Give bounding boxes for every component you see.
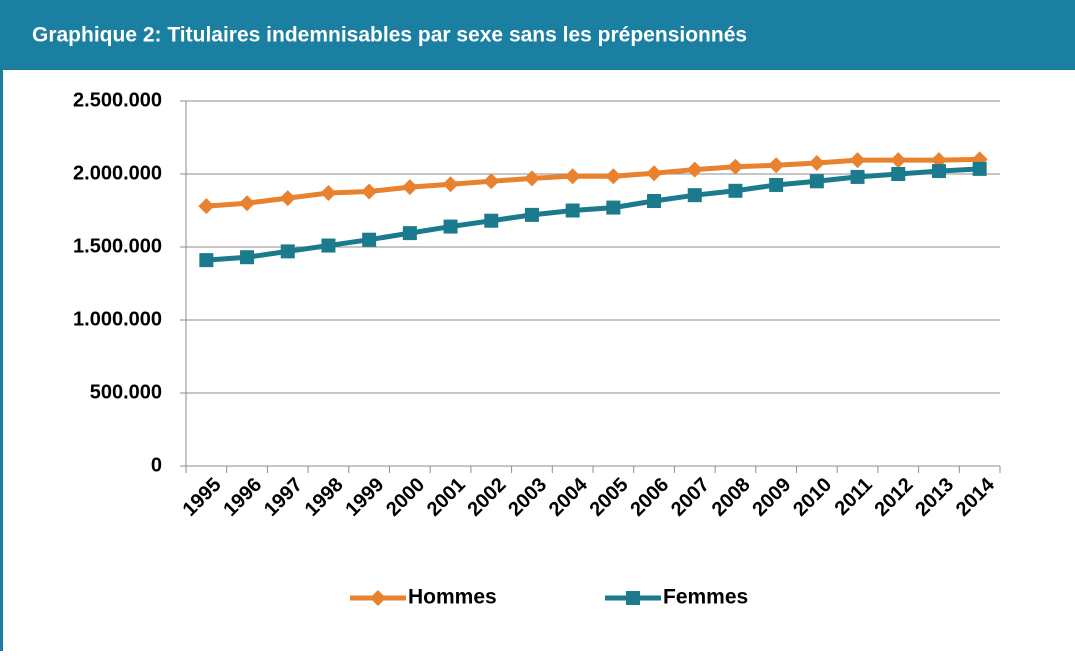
x-tick-label: 1998 — [301, 474, 348, 521]
data-point — [198, 198, 215, 215]
x-tick-label: 2003 — [504, 474, 551, 521]
x-tick-label: 2005 — [586, 474, 633, 521]
legend-label: Femmes — [663, 586, 748, 609]
x-tick-label: 2002 — [463, 474, 510, 521]
y-tick-label: 500.000 — [90, 381, 162, 403]
data-point — [280, 244, 295, 259]
data-point — [524, 207, 539, 222]
data-point — [484, 213, 499, 228]
data-point — [239, 195, 256, 212]
data-point — [279, 190, 296, 207]
x-tick-label: 2004 — [545, 473, 593, 521]
data-point — [362, 232, 377, 247]
x-tick-label: 2006 — [626, 474, 673, 521]
data-point — [769, 177, 784, 192]
data-point — [687, 188, 702, 203]
y-tick-label: 2.500.000 — [73, 89, 162, 111]
data-point — [890, 152, 907, 169]
data-point — [321, 238, 336, 253]
legend-marker — [370, 590, 386, 606]
y-tick-label: 0 — [151, 454, 162, 476]
left-border — [0, 70, 3, 651]
data-point — [646, 165, 663, 182]
data-point — [849, 152, 866, 169]
data-point — [443, 219, 458, 234]
data-point — [972, 161, 987, 176]
data-point — [728, 183, 743, 198]
x-tick-label: 2009 — [748, 474, 795, 521]
data-point — [850, 169, 865, 184]
data-point — [523, 170, 540, 187]
x-tick-label: 2012 — [870, 474, 917, 521]
data-point — [483, 173, 500, 190]
data-point — [686, 161, 703, 178]
data-point — [564, 168, 581, 185]
data-point — [240, 250, 255, 265]
data-point — [809, 174, 824, 189]
data-point — [727, 158, 744, 175]
y-tick-label: 1.500.000 — [73, 235, 162, 257]
header-bar — [0, 0, 1075, 70]
x-tick-label: 2001 — [423, 474, 470, 521]
x-tick-label: 2011 — [831, 474, 877, 520]
x-tick-label: 2008 — [708, 474, 755, 521]
data-point — [199, 253, 214, 268]
x-tick-label: 2013 — [911, 474, 958, 521]
data-point — [320, 184, 337, 201]
data-point — [768, 157, 785, 174]
x-tick-label: 2010 — [789, 474, 836, 521]
data-point — [931, 164, 946, 179]
data-point — [401, 179, 418, 196]
data-point — [605, 168, 622, 185]
data-point — [647, 194, 662, 209]
chart-title: Graphique 2: Titulaires indemnisables pa… — [32, 24, 747, 47]
data-point — [361, 183, 378, 200]
y-tick-label: 2.000.000 — [73, 162, 162, 184]
x-tick-label: 2000 — [382, 474, 429, 521]
x-tick-label: 1995 — [179, 474, 226, 521]
legend-marker — [626, 591, 640, 605]
data-point — [808, 155, 825, 172]
x-tick-label: 2007 — [667, 474, 714, 521]
data-point — [402, 226, 417, 241]
x-tick-label: 1999 — [341, 474, 388, 521]
data-point — [565, 203, 580, 218]
x-tick-label: 2014 — [952, 473, 1000, 521]
data-point — [606, 200, 621, 215]
x-tick-label: 1997 — [260, 474, 307, 521]
legend-label: Hommes — [408, 586, 497, 609]
data-point — [891, 167, 906, 181]
data-point — [442, 176, 459, 193]
x-tick-label: 1996 — [219, 474, 266, 521]
y-tick-label: 1.000.000 — [73, 308, 162, 330]
